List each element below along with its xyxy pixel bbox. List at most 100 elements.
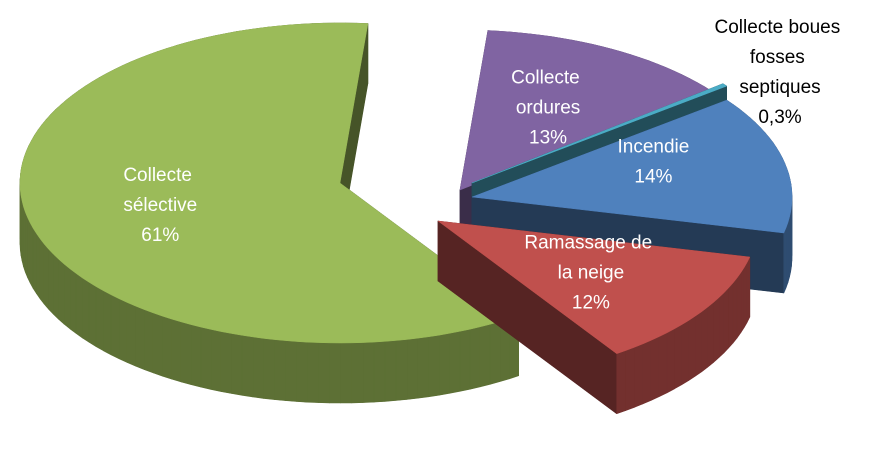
- slice-side: [39, 238, 45, 305]
- slice-side: [707, 302, 714, 368]
- slice-side: [295, 341, 308, 403]
- slice-side: [740, 267, 745, 334]
- slice-side: [351, 342, 364, 404]
- slice-side: [642, 339, 652, 405]
- label-line: la neige: [558, 263, 625, 284]
- slice-side: [713, 297, 720, 363]
- label-line: Collecte: [511, 67, 585, 88]
- slice-side: [395, 339, 408, 401]
- slice-side: [29, 222, 34, 289]
- slice-side: [190, 324, 202, 388]
- slice-side: [274, 339, 286, 401]
- slice-side: [306, 341, 319, 403]
- slice-side: [126, 302, 136, 367]
- slice-side: [110, 294, 120, 360]
- slice-side: [701, 306, 709, 373]
- slice-side: [723, 287, 729, 354]
- slice-side: [103, 290, 112, 356]
- slice-side: [650, 336, 660, 401]
- slice-side: [736, 272, 742, 339]
- value-label: 14%: [634, 167, 672, 188]
- slice-side: [284, 340, 297, 402]
- slice-side: [718, 292, 725, 359]
- slice-side: [58, 258, 65, 325]
- label-line: Incendie: [618, 137, 690, 158]
- slice-side: [616, 350, 626, 415]
- slice-side: [24, 211, 28, 278]
- slice-side: [681, 320, 690, 386]
- slice-side: [634, 343, 644, 408]
- label-line: ordures: [516, 97, 580, 118]
- value-label: 13%: [529, 127, 567, 148]
- slice-side: [210, 329, 222, 392]
- slice-side: [428, 334, 440, 398]
- slice-side: [728, 282, 734, 349]
- slice-side: [263, 338, 275, 400]
- slice-side: [241, 334, 254, 398]
- slice-side: [449, 330, 461, 394]
- slice-side: [384, 340, 397, 402]
- slice-side: [362, 341, 375, 403]
- slice-label: Collecte sélective: [123, 165, 197, 216]
- slice-side: [438, 332, 450, 396]
- slice-label: Ramassage de la neige: [524, 233, 657, 284]
- slice-side: [783, 227, 787, 294]
- slice-side: [688, 315, 696, 381]
- label-line: septiques: [739, 77, 820, 98]
- slice-side: [666, 328, 675, 394]
- slice-top: [459, 30, 712, 191]
- slice: [437, 220, 751, 415]
- slice-side: [152, 312, 163, 377]
- slice-side: [694, 311, 703, 377]
- slice: [19, 22, 520, 404]
- slice-side: [479, 323, 491, 388]
- slice-side: [144, 309, 154, 374]
- slice-side: [674, 324, 683, 390]
- label-line: Collecte: [123, 165, 197, 186]
- slice-label: Collecte ordures: [511, 67, 585, 118]
- label-line: sélective: [123, 195, 197, 216]
- slice-side: [231, 333, 243, 396]
- slice-side: [625, 346, 635, 411]
- slice-side: [373, 341, 386, 403]
- slice-side: [489, 321, 501, 385]
- slice-label: Collecte boues fosses septiques: [715, 17, 846, 98]
- slice-side: [180, 321, 192, 385]
- slice-side: [469, 326, 481, 390]
- slice-side: [417, 336, 429, 399]
- slice-side: [135, 305, 145, 370]
- slice-side: [743, 261, 748, 328]
- slice-side: [53, 253, 59, 320]
- label-line: Collecte boues: [715, 17, 846, 38]
- slice-side: [329, 342, 341, 404]
- slice-side: [63, 263, 71, 330]
- slice-side: [200, 326, 212, 390]
- slice-top: [471, 99, 793, 234]
- slice-side: [82, 277, 90, 343]
- slice-side: [171, 318, 182, 383]
- label-line: fosses: [750, 47, 810, 68]
- slice-side: [118, 298, 128, 363]
- value-label: 12%: [572, 293, 610, 314]
- slice-side: [406, 337, 418, 400]
- slice-side: [27, 217, 31, 284]
- slice-side: [658, 332, 668, 397]
- slice-side: [220, 331, 232, 394]
- slice-side: [318, 342, 330, 404]
- value-label: 0,3%: [758, 107, 801, 128]
- slice-side: [252, 336, 264, 399]
- slice-side: [162, 315, 172, 380]
- slice-side: [36, 233, 41, 300]
- slice-side: [732, 277, 738, 344]
- slice-side: [43, 243, 49, 310]
- slice-top: [19, 22, 520, 344]
- slice-side: [48, 248, 54, 315]
- slice-side: [95, 286, 104, 352]
- slice-side: [75, 272, 83, 339]
- label-line: Ramassage de: [524, 233, 657, 254]
- slice-top: [437, 220, 751, 354]
- slice-top: [471, 83, 728, 184]
- value-label: 61%: [141, 225, 179, 246]
